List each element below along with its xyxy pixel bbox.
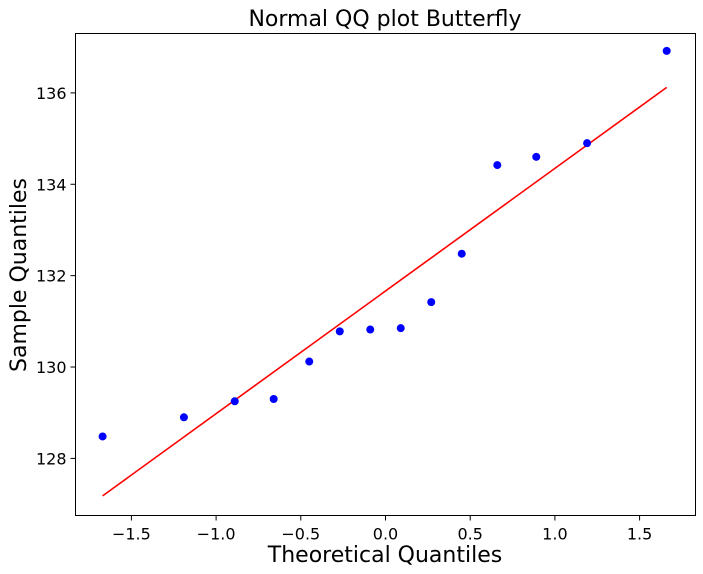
data-point — [305, 357, 314, 366]
data-point — [366, 325, 375, 334]
data-point — [335, 327, 344, 336]
data-point — [396, 324, 405, 333]
data-point — [532, 152, 541, 161]
data-point — [457, 249, 466, 258]
data-points — [98, 46, 671, 441]
data-point — [98, 432, 107, 441]
y-tick-label: 132 — [36, 267, 67, 286]
x-tick-label: 0.0 — [373, 525, 398, 544]
y-tick-label: 130 — [36, 358, 67, 377]
x-tick-label: −0.5 — [281, 525, 320, 544]
x-axis: −1.5 −1.0 −0.5 0.0 0.5 1.0 1.5 — [112, 515, 652, 544]
data-point — [493, 161, 502, 170]
chart-title: Normal QQ plot Butterfly — [248, 7, 521, 32]
y-tick-label: 128 — [36, 449, 67, 468]
x-tick-label: 0.5 — [457, 525, 482, 544]
x-tick-label: 1.0 — [542, 525, 567, 544]
x-axis-title: Theoretical Quantiles — [267, 543, 502, 568]
data-point — [662, 46, 671, 55]
data-point — [179, 413, 188, 422]
y-axis: 128 130 132 134 136 — [36, 84, 76, 468]
y-tick-label: 136 — [36, 84, 67, 103]
x-tick-label: −1.0 — [197, 525, 236, 544]
x-tick-label: 1.5 — [627, 525, 652, 544]
data-point — [583, 139, 592, 148]
plot-area-frame — [75, 33, 696, 516]
x-tick-label: −1.5 — [112, 525, 151, 544]
reference-line — [102, 86, 668, 497]
data-point — [427, 298, 436, 307]
y-axis-title: Sample Quantiles — [7, 178, 32, 372]
data-point — [230, 397, 239, 406]
y-tick-label: 134 — [36, 175, 67, 194]
data-point — [269, 394, 278, 403]
reference-line-group — [102, 86, 668, 497]
